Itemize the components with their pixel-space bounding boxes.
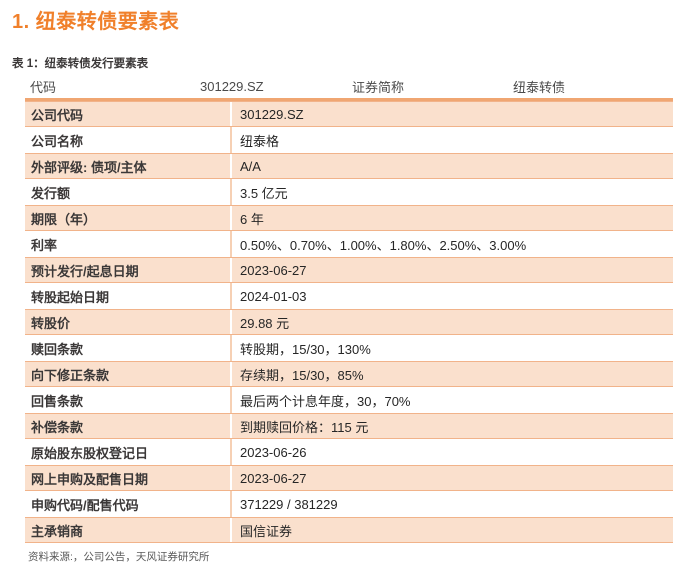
header-code-value: 301229.SZ <box>200 79 264 94</box>
row-value: 2023-06-26 <box>240 444 307 460</box>
row-label: 补偿条款 <box>25 414 232 438</box>
row-label: 预计发行/起息日期 <box>25 258 232 282</box>
source-note: 资料来源:，公司公告，天风证券研究所 <box>28 551 210 563</box>
row-label: 发行额 <box>25 179 232 205</box>
page-title: 1. 纽泰转债要素表 <box>12 11 180 33</box>
row-label: 申购代码/配售代码 <box>25 491 232 517</box>
row-value: 2023-06-27 <box>240 262 307 278</box>
table-header-row: 代码 301229.SZ 证券简称 纽泰转债 <box>25 75 673 101</box>
table-row: 回售条款 最后两个计息年度，30，70% <box>25 387 673 413</box>
table-row: 利率 0.50%、0.70%、1.00%、1.80%、2.50%、3.00% <box>25 231 673 257</box>
table-row: 原始股东股权登记日 2023-06-26 <box>25 439 673 465</box>
row-value: 3.5 亿元 <box>240 185 288 201</box>
table-caption: 表 1：纽泰转债发行要素表 <box>12 58 149 70</box>
row-label: 向下修正条款 <box>25 362 232 386</box>
header-code-label: 代码 <box>30 80 57 95</box>
row-label: 主承销商 <box>25 518 232 542</box>
row-label: 原始股东股权登记日 <box>25 439 232 465</box>
row-label: 利率 <box>25 231 232 257</box>
row-value: 转股期，15/30，130% <box>240 341 371 357</box>
table-row: 赎回条款 转股期，15/30，130% <box>25 335 673 361</box>
row-label: 赎回条款 <box>25 335 232 361</box>
row-value: 301229.SZ <box>240 106 304 122</box>
table-row: 预计发行/起息日期 2023-06-27 <box>25 257 673 283</box>
row-label: 公司名称 <box>25 127 232 153</box>
table-row: 申购代码/配售代码 371229 / 381229 <box>25 491 673 517</box>
table-row: 转股价 29.88 元 <box>25 309 673 335</box>
table-row: 公司代码 301229.SZ <box>25 101 673 127</box>
row-value: 存续期，15/30，85% <box>240 367 364 383</box>
table-row: 向下修正条款 存续期，15/30，85% <box>25 361 673 387</box>
row-label: 期限（年） <box>25 206 232 230</box>
row-value: 6 年 <box>240 211 264 227</box>
header-abbr-value: 纽泰转债 <box>513 80 566 95</box>
row-value: 最后两个计息年度，30，70% <box>240 393 411 409</box>
row-value: 2024-01-03 <box>240 288 307 304</box>
header-abbr-label: 证券简称 <box>352 80 405 95</box>
table-row: 外部评级: 债项/主体 A/A <box>25 153 673 179</box>
row-value: 0.50%、0.70%、1.00%、1.80%、2.50%、3.00% <box>240 237 527 253</box>
table-row: 转股起始日期 2024-01-03 <box>25 283 673 309</box>
row-value: 2023-06-27 <box>240 470 307 486</box>
table-row: 主承销商 国信证券 <box>25 517 673 543</box>
table-row: 网上申购及配售日期 2023-06-27 <box>25 465 673 491</box>
row-label: 外部评级: 债项/主体 <box>25 154 232 178</box>
table-row: 发行额 3.5 亿元 <box>25 179 673 205</box>
row-value: 纽泰格 <box>240 133 280 149</box>
row-label: 网上申购及配售日期 <box>25 466 232 490</box>
table-row: 公司名称 纽泰格 <box>25 127 673 153</box>
row-label: 公司代码 <box>25 102 232 126</box>
row-value: 29.88 元 <box>240 315 290 331</box>
row-label: 转股起始日期 <box>25 283 232 309</box>
row-label: 转股价 <box>25 310 232 334</box>
row-value: 371229 / 381229 <box>240 496 338 512</box>
table-row: 期限（年） 6 年 <box>25 205 673 231</box>
row-value: A/A <box>240 158 261 174</box>
bond-terms-table: 代码 301229.SZ 证券简称 纽泰转债 公司代码 301229.SZ 公司… <box>25 75 673 543</box>
row-label: 回售条款 <box>25 387 232 413</box>
row-value: 国信证券 <box>240 523 293 539</box>
table-row: 补偿条款 到期赎回价格：115 元 <box>25 413 673 439</box>
row-value: 到期赎回价格：115 元 <box>240 419 369 435</box>
